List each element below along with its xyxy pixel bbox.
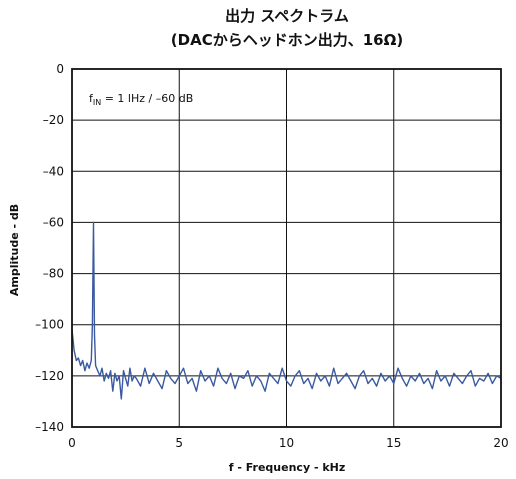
fin-prefix: f <box>89 92 94 105</box>
fin-subscript: IN <box>93 98 101 107</box>
y-tick-label: 0 <box>56 62 64 76</box>
fin-suffix: = 1 lHz / –60 dB <box>101 92 193 105</box>
y-tick-label: –120 <box>35 369 64 383</box>
y-tick-label: –80 <box>43 267 64 281</box>
x-axis-label: f - Frequency - kHz <box>229 461 346 474</box>
chart-subtitle: (DACからヘッドホン出力、16Ω) <box>171 31 403 49</box>
chart-title: 出力 スペクトラム <box>225 7 349 25</box>
y-tick-label: –100 <box>35 318 64 332</box>
x-tick-label: 15 <box>386 436 401 450</box>
x-tick-labels: 0 5 10 15 20 <box>68 436 508 450</box>
x-tick-label: 20 <box>493 436 508 450</box>
series-line <box>71 221 502 400</box>
y-tick-label: –20 <box>43 113 64 127</box>
grid-lines <box>72 69 501 427</box>
y-tick-label: –60 <box>43 215 64 229</box>
fin-annotation: fIN = 1 lHz / –60 dB <box>89 92 193 107</box>
y-tick-label: –140 <box>35 420 64 434</box>
plot-frame <box>71 68 502 428</box>
x-tick-label: 5 <box>175 436 183 450</box>
x-tick-label: 0 <box>68 436 76 450</box>
y-tick-label: –40 <box>43 164 64 178</box>
y-axis-label: Amplitude - dB <box>8 204 21 296</box>
y-tick-labels: 0 –20 –40 –60 –80 –100 –120 –140 <box>35 62 64 434</box>
x-tick-label: 10 <box>279 436 294 450</box>
